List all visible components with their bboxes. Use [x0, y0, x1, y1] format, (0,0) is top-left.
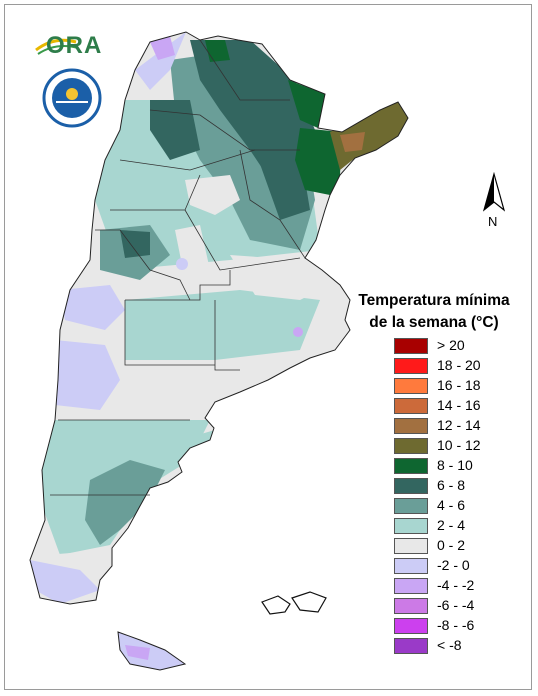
north-label: N — [488, 214, 498, 229]
legend-label: -2 - 0 — [437, 557, 470, 573]
institution-seal-logo — [42, 68, 102, 128]
legend-item: > 20 — [394, 337, 514, 354]
legend-label: 14 - 16 — [437, 397, 481, 413]
legend-label: 16 - 18 — [437, 377, 481, 393]
legend-item: -4 - -2 — [394, 577, 514, 594]
legend-label: 10 - 12 — [437, 437, 481, 453]
legend-swatch — [394, 438, 428, 454]
map-frame — [4, 4, 532, 690]
legend-item: 16 - 18 — [394, 377, 514, 394]
north-arrow: N — [482, 171, 506, 230]
legend-label: 12 - 14 — [437, 417, 481, 433]
legend-title-line1: Temperatura mínima — [358, 292, 510, 309]
legend-swatch — [394, 458, 428, 474]
legend-label: 18 - 20 — [437, 357, 481, 373]
legend-label: -8 - -6 — [437, 617, 475, 633]
legend-swatch — [394, 358, 428, 374]
legend-item: -8 - -6 — [394, 617, 514, 634]
legend-item: 10 - 12 — [394, 437, 514, 454]
legend-item: 6 - 8 — [394, 477, 514, 494]
ora-logo: ORA — [34, 28, 114, 64]
legend-item: -2 - 0 — [394, 557, 514, 574]
legend-label: -4 - -2 — [437, 577, 475, 593]
legend-label: < -8 — [437, 637, 462, 653]
legend-item: 8 - 10 — [394, 457, 514, 474]
legend-swatch — [394, 518, 428, 534]
malvinas-islands — [261, 591, 327, 615]
legend-swatch — [394, 498, 428, 514]
legend-swatch — [394, 478, 428, 494]
legend-title-line2: de la semana (°C) — [369, 314, 499, 331]
province-borders — [50, 39, 306, 496]
legend: Temperatura mínima de la semana (°C) > 2… — [344, 290, 524, 654]
legend-swatch — [394, 538, 428, 554]
legend-label: 2 - 4 — [437, 517, 466, 533]
legend-item: 2 - 4 — [394, 517, 514, 534]
legend-label: 6 - 8 — [437, 477, 466, 493]
legend-item: 0 - 2 — [394, 537, 514, 554]
legend-swatch — [394, 578, 428, 594]
legend-swatch — [394, 618, 428, 634]
ora-logo-text: ORA — [46, 32, 103, 59]
legend-item: 4 - 6 — [394, 497, 514, 514]
legend-item: -6 - -4 — [394, 597, 514, 614]
legend-label: 4 - 6 — [437, 497, 466, 513]
legend-swatch — [394, 338, 428, 354]
legend-swatch — [394, 638, 428, 654]
legend-item: < -8 — [394, 637, 514, 654]
legend-item: 18 - 20 — [394, 357, 514, 374]
legend-label: 8 - 10 — [437, 457, 473, 473]
legend-swatch — [394, 378, 428, 394]
legend-item: 14 - 16 — [394, 397, 514, 414]
legend-swatch — [394, 598, 428, 614]
legend-swatch — [394, 558, 428, 574]
legend-swatch — [394, 398, 428, 414]
legend-label: > 20 — [437, 337, 465, 353]
legend-swatch — [394, 418, 428, 434]
legend-item: 12 - 14 — [394, 417, 514, 434]
tierra-del-fuego — [117, 631, 187, 671]
legend-label: -6 - -4 — [437, 597, 475, 613]
legend-label: 0 - 2 — [437, 537, 466, 553]
north-arrow-icon — [482, 171, 506, 212]
